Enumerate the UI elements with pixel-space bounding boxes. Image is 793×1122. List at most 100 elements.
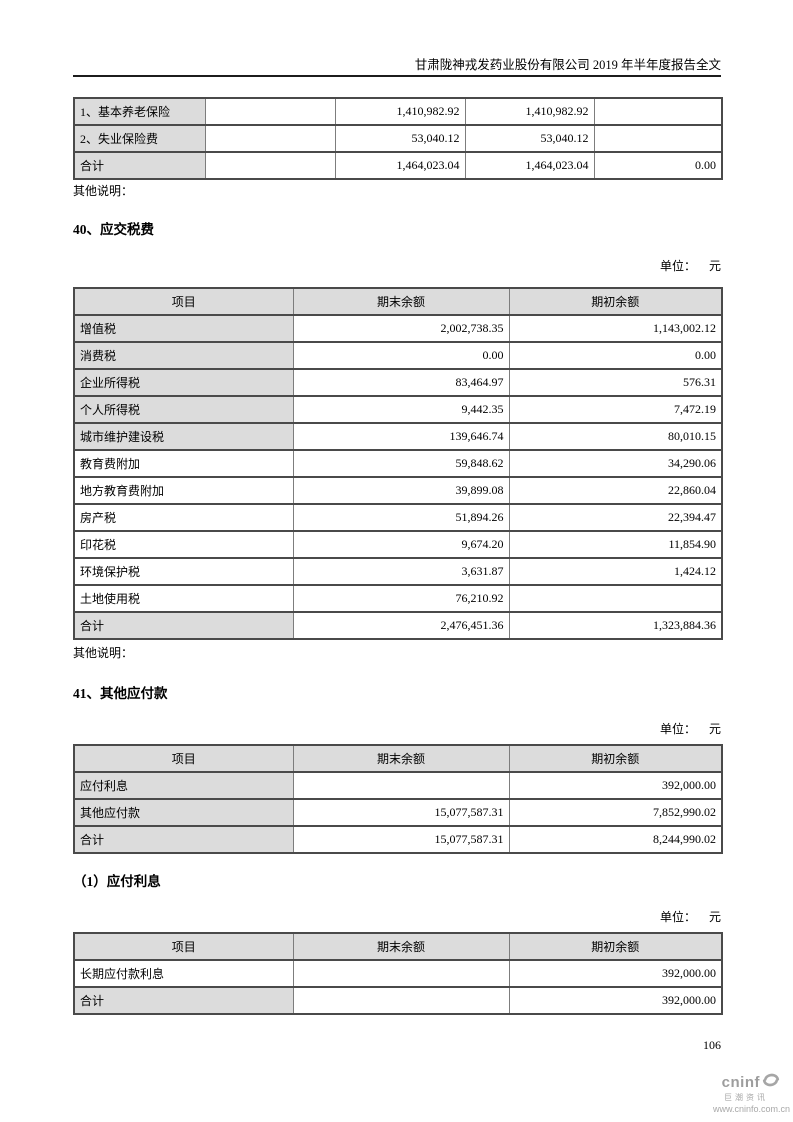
unit-line: 单位： 元 xyxy=(73,257,721,274)
row-label: 城市维护建设税 xyxy=(73,422,294,451)
table-row: 土地使用税 76,210.92 xyxy=(73,584,723,613)
cell-amount: 8,244,990.02 xyxy=(508,825,723,854)
section-41-1-heading: （1）应付利息 xyxy=(73,874,161,889)
row-label: 合计 xyxy=(73,151,206,180)
interest-payable-table: 项目 期末余额 期初余额 长期应付款利息 392,000.00 合计 392,0… xyxy=(73,932,723,1015)
cell-amount: 53,040.12 xyxy=(334,124,466,153)
row-label: 应付利息 xyxy=(73,771,294,800)
unit-label: 单位： xyxy=(659,910,696,924)
row-label: 长期应付款利息 xyxy=(73,959,294,988)
cninfo-url: www.cninfo.com.cn xyxy=(712,1104,790,1114)
column-header: 项目 xyxy=(73,287,294,316)
column-header: 项目 xyxy=(73,932,294,961)
table-row: 2、失业保险费 53,040.12 53,040.12 xyxy=(73,124,723,153)
table-row: 房产税 51,894.26 22,394.47 xyxy=(73,503,723,532)
cell-amount: 392,000.00 xyxy=(508,771,723,800)
cell-amount: 0.00 xyxy=(508,341,723,370)
cell-amount: 1,424.12 xyxy=(508,557,723,586)
unit-label: 单位： xyxy=(659,722,696,736)
column-header: 期初余额 xyxy=(508,744,723,773)
row-label: 合计 xyxy=(73,986,294,1015)
cell-amount: 1,464,023.04 xyxy=(334,151,466,180)
unit-label: 单位： xyxy=(659,259,696,273)
cell-amount: 3,631.87 xyxy=(292,557,510,586)
row-label: 企业所得税 xyxy=(73,368,294,397)
cell xyxy=(204,151,336,180)
cell-amount: 83,464.97 xyxy=(292,368,510,397)
cell-amount: 2,002,738.35 xyxy=(292,314,510,343)
table-row: 城市维护建设税 139,646.74 80,010.15 xyxy=(73,422,723,451)
section-41-heading: 41、其他应付款 xyxy=(73,686,168,701)
cninfo-brand-text: cninf xyxy=(721,1074,760,1091)
cell-amount xyxy=(292,771,510,800)
row-label: 1、基本养老保险 xyxy=(73,97,206,126)
cell-amount: 34,290.06 xyxy=(508,449,723,478)
unit-line: 单位： 元 xyxy=(73,720,721,737)
cell-amount: 0.00 xyxy=(292,341,510,370)
running-header-title: 甘肃陇神戎发药业股份有限公司 2019 年半年度报告全文 xyxy=(414,58,721,72)
row-label: 教育费附加 xyxy=(73,449,294,478)
row-label: 增值税 xyxy=(73,314,294,343)
row-label: 其他应付款 xyxy=(73,798,294,827)
cninfo-brand-cn: 巨潮资讯 xyxy=(724,1093,768,1102)
table-row: 企业所得税 83,464.97 576.31 xyxy=(73,368,723,397)
unit-currency: 元 xyxy=(708,910,721,924)
cell-amount: 15,077,587.31 xyxy=(292,798,510,827)
cell-amount xyxy=(292,959,510,988)
table-row: 1、基本养老保险 1,410,982.92 1,410,982.92 xyxy=(73,97,723,126)
table-row: 其他应付款 15,077,587.31 7,852,990.02 xyxy=(73,798,723,827)
cell-amount: 1,464,023.04 xyxy=(464,151,595,180)
cell-amount: 1,143,002.12 xyxy=(508,314,723,343)
cell-amount: 392,000.00 xyxy=(508,986,723,1015)
table-row: 消费税 0.00 0.00 xyxy=(73,341,723,370)
row-label: 2、失业保险费 xyxy=(73,124,206,153)
table-row-total: 合计 2,476,451.36 1,323,884.36 xyxy=(73,611,723,640)
cell-amount xyxy=(292,986,510,1015)
table-header-row: 项目 期末余额 期初余额 xyxy=(73,287,723,316)
cninfo-watermark: cninf 巨潮资讯 www.cninfo.com.cn xyxy=(676,1072,790,1114)
row-label: 消费税 xyxy=(73,341,294,370)
table-row: 环境保护税 3,631.87 1,424.12 xyxy=(73,557,723,586)
table-row: 个人所得税 9,442.35 7,472.19 xyxy=(73,395,723,424)
cell-amount: 53,040.12 xyxy=(464,124,595,153)
row-label: 印花税 xyxy=(73,530,294,559)
unit-currency: 元 xyxy=(708,722,721,736)
column-header: 期初余额 xyxy=(508,932,723,961)
table-row: 教育费附加 59,848.62 34,290.06 xyxy=(73,449,723,478)
cell-amount: 39,899.08 xyxy=(292,476,510,505)
table-row-total: 合计 15,077,587.31 8,244,990.02 xyxy=(73,825,723,854)
row-label: 合计 xyxy=(73,611,294,640)
table-row: 增值税 2,002,738.35 1,143,002.12 xyxy=(73,314,723,343)
cell-amount: 76,210.92 xyxy=(292,584,510,613)
cell-amount: 392,000.00 xyxy=(508,959,723,988)
column-header: 期初余额 xyxy=(508,287,723,316)
table-row: 长期应付款利息 392,000.00 xyxy=(73,959,723,988)
cell-amount: 22,860.04 xyxy=(508,476,723,505)
cninfo-logo-icon xyxy=(762,1072,780,1093)
table-header-row: 项目 期末余额 期初余额 xyxy=(73,744,723,773)
row-label: 土地使用税 xyxy=(73,584,294,613)
table-header-row: 项目 期末余额 期初余额 xyxy=(73,932,723,961)
cell-amount: 7,472.19 xyxy=(508,395,723,424)
table-row: 应付利息 392,000.00 xyxy=(73,771,723,800)
row-label: 地方教育费附加 xyxy=(73,476,294,505)
row-label: 环境保护税 xyxy=(73,557,294,586)
cell-amount xyxy=(593,124,723,153)
cell-amount: 9,442.35 xyxy=(292,395,510,424)
row-label: 个人所得税 xyxy=(73,395,294,424)
table-row-total: 合计 1,464,023.04 1,464,023.04 0.00 xyxy=(73,151,723,180)
section-40-heading: 40、应交税费 xyxy=(73,222,154,237)
cell-amount: 59,848.62 xyxy=(292,449,510,478)
cell-amount: 1,410,982.92 xyxy=(464,97,595,126)
row-label: 合计 xyxy=(73,825,294,854)
taxes-payable-table: 项目 期末余额 期初余额 增值税 2,002,738.35 1,143,002.… xyxy=(73,287,723,640)
page-number: 106 xyxy=(703,1038,721,1052)
other-notes-label: 其他说明： xyxy=(73,646,134,660)
other-notes-label: 其他说明： xyxy=(73,184,134,198)
cell-amount: 0.00 xyxy=(593,151,723,180)
cell xyxy=(204,124,336,153)
unit-currency: 元 xyxy=(708,259,721,273)
other-payables-table: 项目 期末余额 期初余额 应付利息 392,000.00 其他应付款 15,07… xyxy=(73,744,723,854)
cell-amount: 7,852,990.02 xyxy=(508,798,723,827)
